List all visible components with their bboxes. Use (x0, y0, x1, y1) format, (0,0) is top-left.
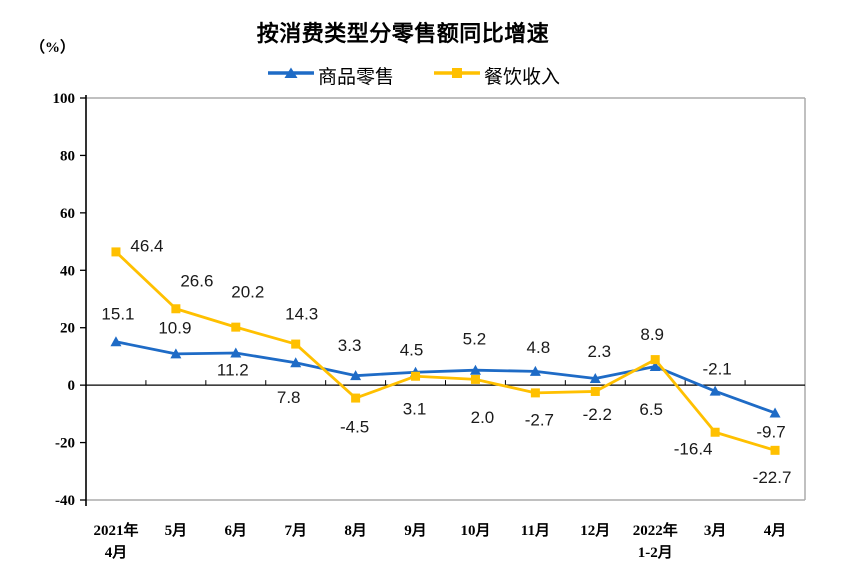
x-tick-label: 4月 (764, 522, 787, 539)
y-tick-label: -40 (55, 493, 75, 509)
y-tick-label: 0 (68, 378, 76, 394)
marker-square-icon (291, 339, 301, 349)
legend-marker-svg (267, 67, 314, 78)
data-label-goods: 4.5 (400, 341, 424, 360)
data-label-catering: 46.4 (130, 236, 163, 255)
x-tick-label: 11月 (521, 522, 550, 539)
marker-triangle-icon (589, 373, 601, 384)
y-axis-unit-label: （%） (30, 40, 76, 56)
marker-square-icon (710, 427, 720, 437)
y-tick-label: -20 (55, 436, 75, 452)
data-label-goods: 15.1 (101, 304, 134, 323)
legend-triangle-icon (284, 67, 298, 78)
data-label-catering: 8.9 (640, 325, 664, 344)
legend-marker-goods-retail-line-triangle-icon (267, 66, 314, 85)
marker-square-icon (470, 374, 480, 384)
marker-square-icon (411, 371, 421, 381)
data-label-catering: 3.1 (403, 400, 427, 419)
marker-square-icon (231, 322, 241, 332)
chart-title: 按消费类型分零售额同比增速 (256, 21, 550, 46)
marker-square-icon (650, 355, 660, 365)
data-label-goods: 7.8 (277, 388, 301, 407)
y-tick-label: 100 (53, 91, 76, 107)
data-label-catering: -4.5 (340, 418, 369, 437)
x-tick-label: 3月 (704, 522, 727, 539)
x-tick-label: 9月 (404, 522, 427, 539)
marker-square-icon (171, 304, 181, 314)
x-tick-label: 12月 (580, 522, 610, 539)
data-label-catering: -2.2 (583, 405, 612, 424)
x-tick-label: 5月 (165, 522, 188, 539)
legend-item-catering-income: 餐饮收入 (434, 62, 560, 89)
x-tick-label: 2021年 4月 (93, 521, 138, 561)
legend-marker-catering-income-line-square-icon (434, 66, 480, 85)
marker-triangle-icon (110, 336, 122, 347)
data-label-goods: -2.1 (702, 360, 731, 379)
data-label-catering: 14.3 (285, 305, 318, 324)
legend-marker-svg (434, 68, 480, 78)
data-label-goods: -9.7 (756, 422, 785, 441)
data-label-goods: 4.8 (527, 338, 551, 357)
marker-triangle-icon (769, 407, 781, 418)
legend-label-goods-retail: 商品零售 (317, 67, 394, 88)
data-label-catering: 26.6 (180, 271, 213, 290)
data-label-catering: -22.7 (753, 468, 792, 487)
data-label-goods: 5.2 (463, 330, 487, 349)
data-label-goods: 2.3 (587, 342, 611, 361)
data-label-goods: 10.9 (158, 318, 191, 337)
marker-triangle-icon (649, 360, 661, 371)
legend-item-goods-retail: 商品零售 (267, 62, 394, 89)
marker-triangle-icon (230, 347, 242, 358)
marker-square-icon (770, 445, 780, 455)
data-label-goods: 11.2 (217, 360, 249, 379)
y-tick-label: 20 (60, 321, 75, 337)
marker-triangle-icon (709, 385, 721, 396)
data-label-catering: -2.7 (525, 410, 554, 429)
marker-square-icon (351, 393, 361, 403)
data-label-catering: -16.4 (674, 440, 713, 459)
marker-square-icon (111, 247, 121, 257)
x-tick-label: 7月 (284, 522, 307, 539)
legend-square-icon (452, 68, 462, 78)
series-line-1 (114, 250, 777, 452)
marker-triangle-icon (469, 364, 481, 375)
x-tick-label: 2022年 1-2月 (633, 521, 678, 561)
marker-triangle-icon (529, 365, 541, 376)
marker-triangle-icon (290, 357, 302, 368)
data-label-catering: 2.0 (471, 408, 495, 427)
y-tick-label: 80 (60, 148, 75, 164)
legend-label-catering-income: 餐饮收入 (484, 67, 561, 88)
x-tick-label: 8月 (344, 522, 367, 539)
y-tick-label: 40 (60, 263, 75, 279)
x-tick-label: 10月 (460, 522, 490, 539)
y-tick-label: 60 (60, 206, 75, 222)
data-label-catering: 20.2 (231, 283, 264, 302)
data-label-goods: 6.5 (639, 400, 663, 419)
marker-square-icon (530, 388, 540, 398)
marker-triangle-icon (350, 370, 362, 381)
x-tick-label: 6月 (225, 522, 248, 539)
marker-triangle-icon (170, 348, 182, 359)
data-label-goods: 3.3 (338, 336, 362, 355)
marker-square-icon (590, 386, 600, 396)
legend: 商品零售 餐饮收入 (267, 62, 560, 89)
